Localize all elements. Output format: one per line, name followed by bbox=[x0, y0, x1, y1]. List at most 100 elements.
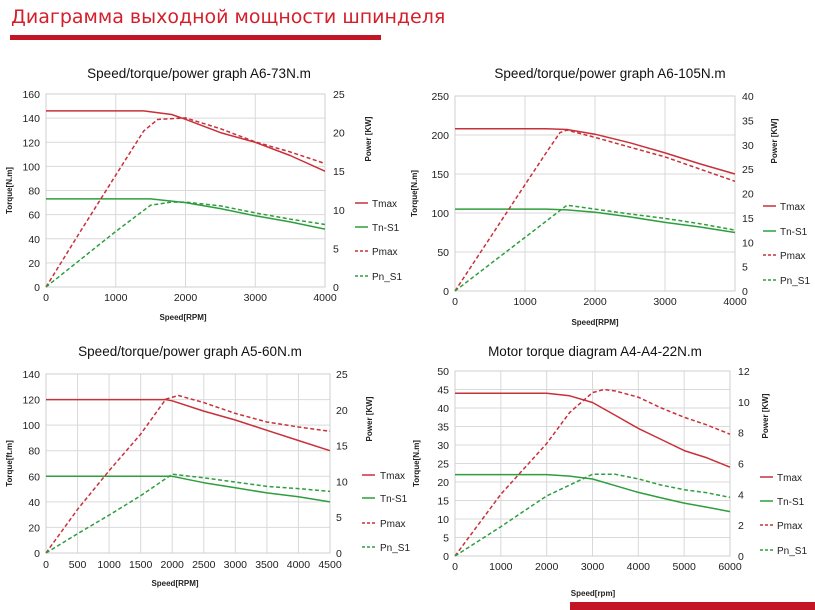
x-tick-label: 3000 bbox=[244, 292, 268, 304]
y-tick-label: 20 bbox=[28, 522, 40, 534]
x-tick-label: 4500 bbox=[318, 559, 342, 571]
y-axis-label: Torque[N.m] bbox=[410, 170, 419, 217]
x-axis-label: Speed[RPM] bbox=[159, 313, 206, 322]
legend-label: Pn_S1 bbox=[380, 543, 410, 554]
series-line-tmax bbox=[46, 110, 326, 172]
y-axis-label: Torque[N.m] bbox=[5, 167, 14, 214]
series-line-pmax bbox=[454, 129, 736, 292]
y2-tick-label: 10 bbox=[333, 205, 345, 217]
y2-tick-label: 0 bbox=[333, 282, 339, 294]
legend-label: Tmax bbox=[380, 471, 405, 482]
x-axis-label: Speed[rpm] bbox=[571, 589, 616, 598]
plot-frame bbox=[45, 373, 331, 554]
series-line-tmax bbox=[46, 398, 331, 452]
y2-tick-label: 5 bbox=[333, 243, 339, 255]
x-tick-label: 1000 bbox=[97, 559, 121, 571]
y-tick-label: 20 bbox=[437, 477, 449, 489]
y2-axis-label: Power [KW] bbox=[770, 118, 779, 163]
y-tick-label: 40 bbox=[28, 497, 40, 509]
y-tick-label: 250 bbox=[431, 91, 449, 103]
y-tick-label: 45 bbox=[437, 385, 449, 397]
y2-tick-label: 0 bbox=[738, 551, 744, 563]
legend-label: Pmax bbox=[780, 251, 806, 262]
y2-tick-label: 4 bbox=[738, 489, 744, 501]
plot-frame bbox=[454, 370, 731, 557]
y-tick-label: 50 bbox=[437, 247, 449, 259]
x-tick-label: 2000 bbox=[174, 292, 198, 304]
y2-tick-label: 8 bbox=[738, 428, 744, 440]
y-tick-label: 80 bbox=[28, 446, 40, 458]
y-tick-label: 140 bbox=[22, 369, 40, 381]
x-tick-label: 2000 bbox=[583, 296, 607, 308]
legend-label: Tn-S1 bbox=[372, 223, 400, 234]
series-line-pn-s1 bbox=[45, 473, 331, 554]
legend-label: Pmax bbox=[777, 521, 803, 532]
y-tick-label: 60 bbox=[28, 210, 40, 222]
x-tick-label: 4000 bbox=[287, 559, 311, 571]
x-tick-label: 1500 bbox=[129, 559, 153, 571]
y-tick-label: 100 bbox=[431, 208, 449, 220]
y2-tick-label: 0 bbox=[742, 286, 748, 298]
y-tick-label: 160 bbox=[22, 89, 40, 101]
footer-accent-bar bbox=[570, 602, 815, 610]
y-tick-label: 100 bbox=[22, 420, 40, 432]
series-line-tmax bbox=[455, 128, 736, 175]
chart-title: Speed/torque/power graph A6-105N.m bbox=[494, 66, 725, 81]
y2-tick-label: 5 bbox=[336, 512, 342, 524]
y-tick-label: 20 bbox=[28, 258, 40, 270]
chart-title: Speed/torque/power graph A5-60N.m bbox=[78, 344, 302, 359]
y2-tick-label: 15 bbox=[333, 166, 345, 178]
y2-tick-label: 2 bbox=[738, 520, 744, 532]
x-tick-label: 0 bbox=[43, 292, 49, 304]
chart-panel-4: Motor torque diagram A4-A4-22N.m 0 5 10 15 20… bbox=[405, 338, 815, 610]
y2-tick-label: 40 bbox=[742, 91, 754, 103]
x-tick-label: 0 bbox=[452, 561, 458, 573]
y-tick-label: 0 bbox=[443, 551, 449, 563]
series-line-tn-s1 bbox=[46, 198, 326, 230]
x-tick-label: 4000 bbox=[723, 296, 747, 308]
legend-label: Tn-S1 bbox=[780, 227, 808, 238]
y2-tick-label: 25 bbox=[336, 369, 348, 381]
y2-tick-label: 15 bbox=[336, 441, 348, 453]
legend-label: Pn_S1 bbox=[372, 272, 402, 283]
y-tick-label: 0 bbox=[443, 286, 449, 298]
y-tick-label: 120 bbox=[22, 137, 40, 149]
y-tick-label: 80 bbox=[28, 186, 40, 198]
legend-label: Tmax bbox=[777, 473, 802, 484]
x-tick-label: 4000 bbox=[313, 292, 337, 304]
title-underline bbox=[10, 35, 381, 40]
series-line-pmax bbox=[45, 117, 326, 288]
x-tick-label: 3000 bbox=[581, 561, 605, 573]
legend-label: Pmax bbox=[380, 519, 406, 530]
y-tick-label: 40 bbox=[437, 403, 449, 415]
y2-tick-label: 10 bbox=[738, 397, 750, 409]
series-line-pn-s1 bbox=[454, 204, 736, 292]
series-line-pn-s1 bbox=[45, 201, 326, 288]
y-tick-label: 100 bbox=[22, 161, 40, 173]
x-tick-label: 3000 bbox=[653, 296, 677, 308]
legend-label: Tn-S1 bbox=[777, 497, 805, 508]
y-tick-label: 25 bbox=[437, 459, 449, 471]
x-tick-label: 6000 bbox=[718, 561, 742, 573]
x-tick-label: 3500 bbox=[255, 559, 279, 571]
y-tick-label: 60 bbox=[28, 471, 40, 483]
legend-label: Pn_S1 bbox=[780, 276, 810, 287]
legend-label: Tmax bbox=[780, 202, 805, 213]
y2-tick-label: 25 bbox=[742, 164, 754, 176]
y-tick-label: 30 bbox=[437, 440, 449, 452]
page-title: Диаграмма выходной мощности шпинделя bbox=[11, 6, 446, 28]
y2-tick-label: 10 bbox=[336, 476, 348, 488]
chart-a6-105: Speed/torque/power graph A6-105N.m 0 50 100… bbox=[410, 66, 810, 327]
series-line-pmax bbox=[45, 394, 331, 554]
legend-label: Pmax bbox=[372, 247, 398, 258]
plot-frame bbox=[45, 93, 326, 288]
y-axis-label: Torque[N.m] bbox=[412, 440, 421, 487]
y2-axis-label: Power [KW] bbox=[364, 116, 373, 161]
y-tick-label: 35 bbox=[437, 422, 449, 434]
y2-tick-label: 0 bbox=[336, 548, 342, 560]
x-axis-label: Speed[RPM] bbox=[151, 579, 198, 588]
y-tick-label: 10 bbox=[437, 514, 449, 526]
plot-frame bbox=[454, 95, 736, 292]
y-tick-label: 40 bbox=[28, 234, 40, 246]
y2-tick-label: 25 bbox=[333, 89, 345, 101]
